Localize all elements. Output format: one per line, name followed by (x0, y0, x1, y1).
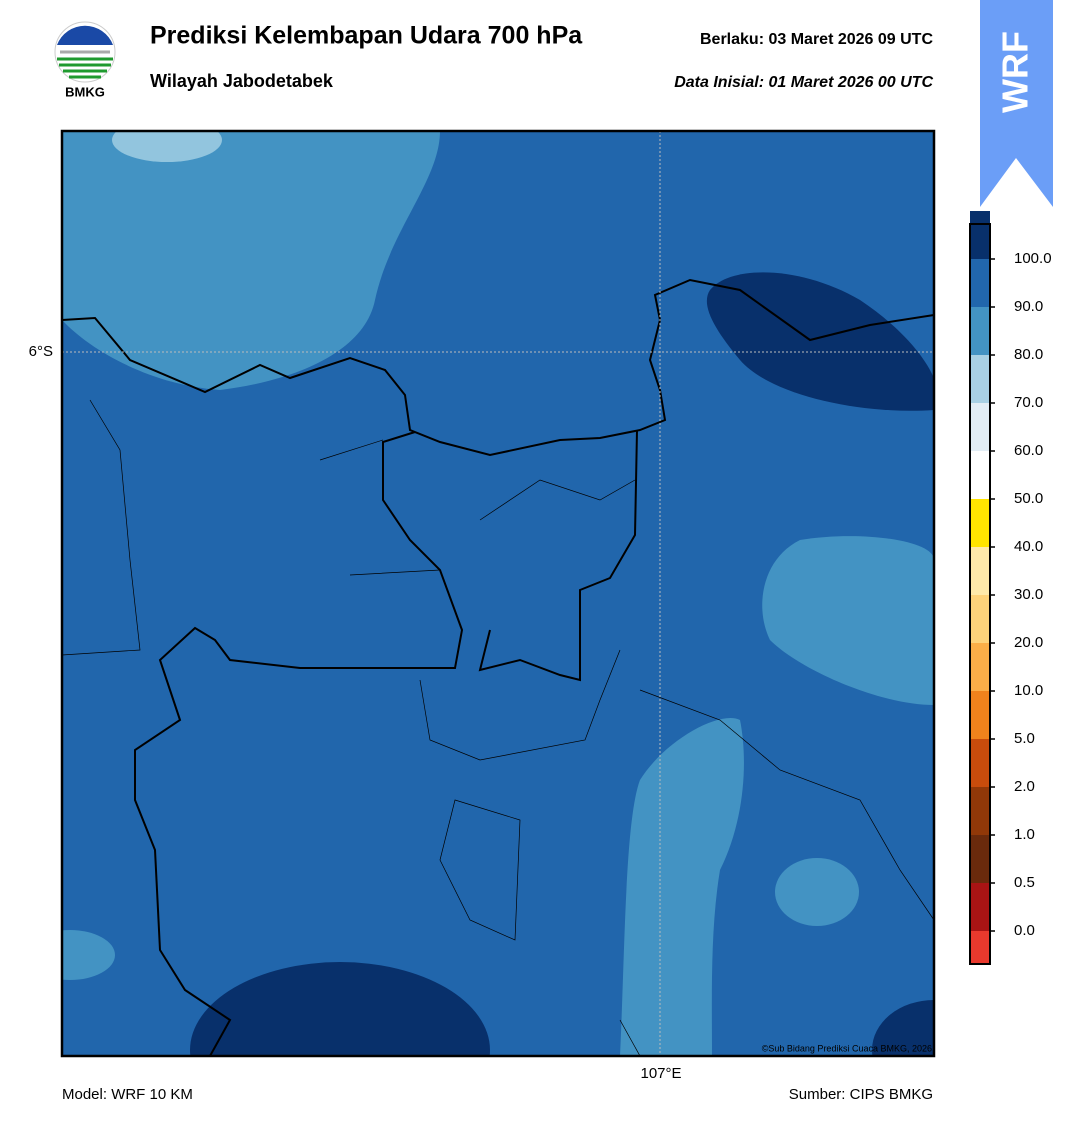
colorbar-label: 90.0 (1014, 298, 1043, 315)
colorbar-label: 0.0 (1014, 922, 1035, 939)
colorbar-swatch (970, 643, 990, 691)
colorbar-swatch (970, 211, 990, 259)
colorbar-label: 0.5 (1014, 874, 1035, 891)
colorbar-swatch (970, 691, 990, 739)
colorbar-label: 50.0 (1014, 490, 1043, 507)
colorbar-label: 30.0 (1014, 586, 1043, 603)
colorbar-label: 5.0 (1014, 730, 1035, 747)
colorbar-swatch (970, 451, 990, 499)
colorbar: 0.0 0.5 1.0 2.0 5.0 10.0 20.0 30.0 40.0 50.0 60.0 7… (969, 211, 1052, 965)
colorbar-label: 40.0 (1014, 538, 1043, 555)
colorbar-label: 2.0 (1014, 778, 1035, 795)
map (62, 131, 934, 1056)
colorbar-label: 10.0 (1014, 682, 1043, 699)
colorbar-label: 80.0 (1014, 346, 1043, 363)
lat-label: 6°S (29, 343, 53, 360)
subtitle: Wilayah Jabodetabek (150, 71, 334, 91)
colorbar-swatch (970, 883, 990, 931)
colorbar-swatch (970, 547, 990, 595)
colorbar-swatch (970, 931, 990, 964)
valid-time: Berlaku: 03 Maret 2026 09 UTC (700, 31, 933, 48)
colorbar-swatch (970, 595, 990, 643)
colorbar-label: 20.0 (1014, 634, 1043, 651)
colorbar-label: 100.0 (1014, 250, 1052, 267)
lon-label: 107°E (640, 1065, 681, 1082)
credit: ©Sub Bidang Prediksi Cuaca BMKG, 2026 (762, 1043, 932, 1053)
colorbar-label: 70.0 (1014, 394, 1043, 411)
colorbar-frame (969, 223, 991, 965)
colorbar-swatch (970, 787, 990, 835)
footer-model: Model: WRF 10 KM (62, 1086, 193, 1103)
badge-text: WRF (995, 31, 1036, 113)
colorbar-swatch (970, 259, 990, 307)
colorbar-swatch (970, 307, 990, 355)
colorbar-swatch (970, 739, 990, 787)
logo (54, 21, 116, 83)
colorbar-swatch (970, 355, 990, 403)
colorbar-swatch (970, 835, 990, 883)
colorbar-label: 60.0 (1014, 442, 1043, 459)
wrf-badge (980, 0, 1053, 207)
map-frame (60, 129, 936, 1058)
initial-time: Data Inisial: 01 Maret 2026 00 UTC (674, 74, 933, 91)
logo-text: BMKG (65, 84, 105, 99)
title: Prediksi Kelembapan Udara 700 hPa (150, 22, 583, 50)
footer-source: Sumber: CIPS BMKG (789, 1086, 933, 1103)
colorbar-label: 1.0 (1014, 826, 1035, 843)
colorbar-swatch (970, 403, 990, 451)
colorbar-swatch (970, 499, 990, 547)
